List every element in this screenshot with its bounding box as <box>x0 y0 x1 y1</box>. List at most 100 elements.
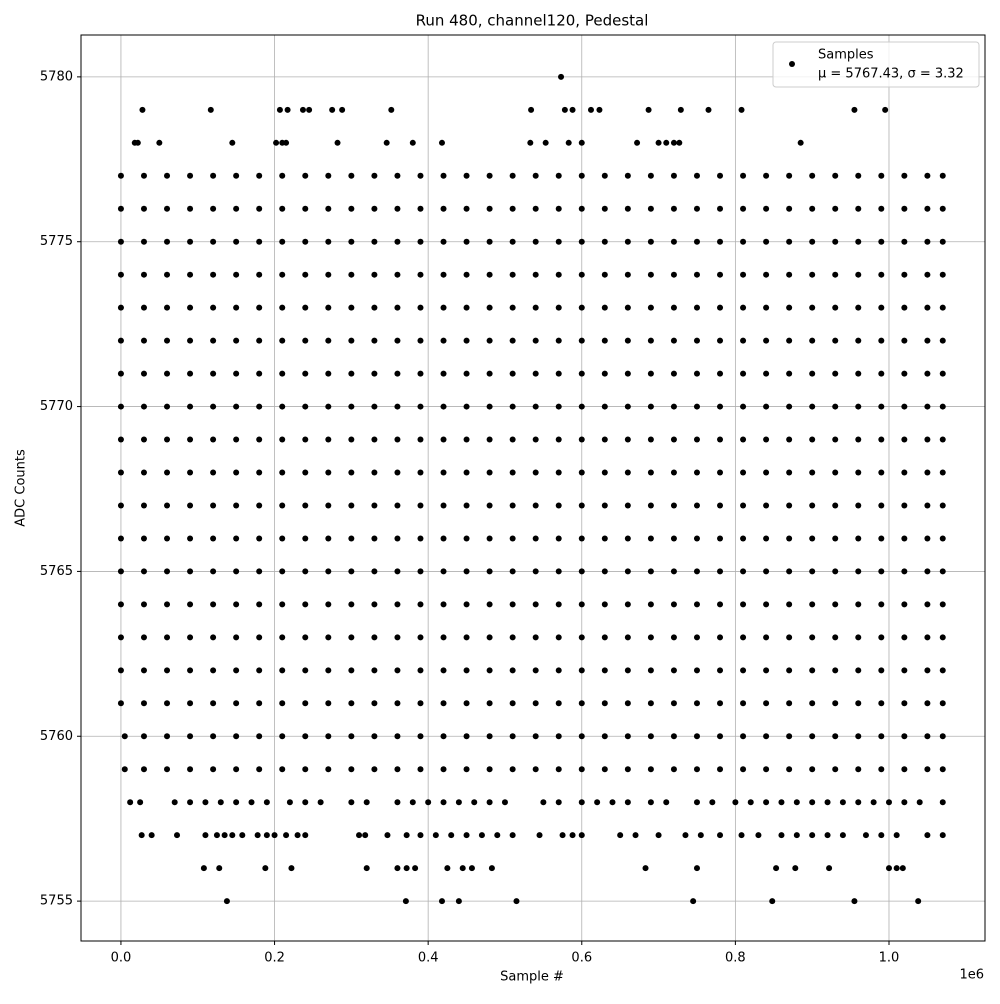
point <box>693 502 700 509</box>
point <box>555 634 562 641</box>
point <box>202 832 209 839</box>
point <box>371 667 378 674</box>
point <box>532 733 539 740</box>
point <box>670 733 677 740</box>
point <box>306 106 313 113</box>
point <box>939 403 946 410</box>
point <box>901 172 908 179</box>
point <box>901 700 908 707</box>
point <box>440 733 447 740</box>
point <box>832 766 839 773</box>
point <box>832 634 839 641</box>
point <box>901 205 908 212</box>
point <box>939 766 946 773</box>
point <box>279 238 286 245</box>
point <box>440 271 447 278</box>
point <box>440 667 447 674</box>
point <box>693 436 700 443</box>
point <box>826 865 833 872</box>
point <box>187 271 194 278</box>
point <box>851 106 858 113</box>
point <box>763 238 770 245</box>
point <box>494 832 501 839</box>
point <box>740 667 747 674</box>
point <box>878 403 885 410</box>
point <box>855 205 862 212</box>
point <box>463 304 470 311</box>
point <box>832 172 839 179</box>
point <box>832 601 839 608</box>
point <box>763 799 770 806</box>
point <box>164 469 171 476</box>
point <box>878 568 885 575</box>
point <box>670 139 677 146</box>
point <box>210 370 217 377</box>
point <box>740 370 747 377</box>
point <box>594 799 601 806</box>
point <box>271 832 278 839</box>
point <box>578 601 585 608</box>
point <box>388 106 395 113</box>
point <box>276 106 283 113</box>
point <box>532 502 539 509</box>
point <box>233 172 240 179</box>
point <box>140 271 147 278</box>
point <box>939 799 946 806</box>
point <box>486 337 493 344</box>
point <box>924 601 931 608</box>
point <box>824 799 831 806</box>
point <box>763 337 770 344</box>
point <box>273 139 280 146</box>
point <box>670 205 677 212</box>
point <box>832 370 839 377</box>
point <box>256 568 263 575</box>
point <box>187 502 194 509</box>
point <box>763 304 770 311</box>
x-tick-label: 0.0 <box>111 951 132 966</box>
point <box>325 601 332 608</box>
point <box>325 568 332 575</box>
point <box>924 667 931 674</box>
point <box>164 568 171 575</box>
point <box>233 700 240 707</box>
point <box>740 436 747 443</box>
point <box>578 205 585 212</box>
point <box>210 634 217 641</box>
point <box>786 238 793 245</box>
point <box>325 205 332 212</box>
point <box>624 337 631 344</box>
point <box>174 832 181 839</box>
point <box>448 832 455 839</box>
point <box>855 337 862 344</box>
point <box>786 304 793 311</box>
point <box>348 502 355 509</box>
point <box>924 172 931 179</box>
point <box>717 304 724 311</box>
point <box>901 634 908 641</box>
point <box>832 469 839 476</box>
point <box>164 304 171 311</box>
point <box>394 271 401 278</box>
point <box>717 766 724 773</box>
point <box>809 238 816 245</box>
point <box>601 469 608 476</box>
point <box>717 733 724 740</box>
point <box>486 502 493 509</box>
point <box>279 700 286 707</box>
point <box>325 469 332 476</box>
point <box>486 733 493 740</box>
point <box>740 271 747 278</box>
point <box>509 733 516 740</box>
point <box>532 700 539 707</box>
point <box>463 568 470 575</box>
point <box>348 469 355 476</box>
point <box>601 733 608 740</box>
chart-title: Run 480, channel120, Pedestal <box>416 12 649 30</box>
point <box>624 502 631 509</box>
point <box>740 172 747 179</box>
point <box>878 733 885 740</box>
point <box>256 733 263 740</box>
point <box>279 205 286 212</box>
point <box>647 304 654 311</box>
point <box>394 700 401 707</box>
